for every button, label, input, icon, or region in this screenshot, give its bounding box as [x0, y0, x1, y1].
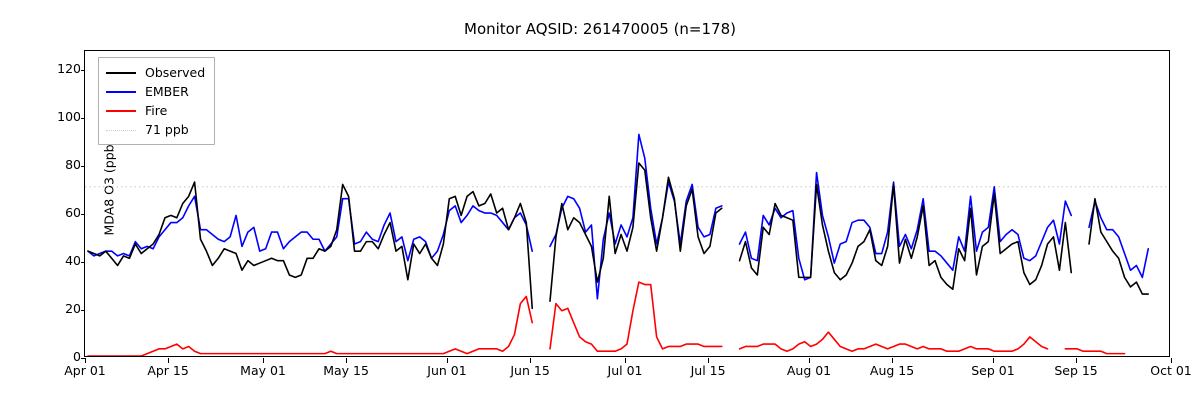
y-tick-mark	[80, 118, 85, 120]
observed-line	[1089, 199, 1148, 294]
x-tick-label: Sep 15	[1054, 363, 1098, 378]
x-tick-mark	[992, 358, 995, 363]
y-tick-label: 20	[65, 301, 81, 317]
y-tick-mark	[80, 262, 85, 264]
chart-legend: Observed EMBER Fire 71 ppb	[98, 57, 216, 145]
y-tick-mark	[80, 166, 85, 168]
x-tick-label: Oct 01	[1150, 363, 1192, 378]
ember-line	[88, 196, 532, 260]
legend-label-observed: Observed	[145, 65, 206, 80]
fire-line	[740, 332, 1048, 351]
ember-line	[740, 173, 1072, 280]
legend-label-threshold: 71 ppb	[145, 122, 189, 137]
observed-line	[88, 182, 532, 308]
fire-line	[550, 282, 722, 351]
x-tick-mark	[892, 358, 894, 363]
x-tick-mark	[1076, 358, 1078, 363]
x-tick-label: Apr 01	[64, 363, 106, 378]
x-tick-label: Aug 15	[869, 363, 915, 378]
x-tick-label: May 15	[323, 363, 369, 378]
x-tick-mark	[447, 358, 449, 363]
ember-line	[1089, 201, 1148, 277]
x-tick-label: Sep 01	[971, 363, 1015, 378]
x-tick-label: Jul 15	[690, 363, 726, 378]
x-tick-label: Aug 01	[786, 363, 832, 378]
fire-line	[1065, 349, 1124, 354]
x-tick-mark	[708, 358, 710, 363]
legend-item-fire: Fire	[106, 101, 205, 120]
fire-line	[88, 296, 532, 356]
x-tick-mark	[809, 358, 811, 363]
x-tick-label: Apr 15	[147, 363, 189, 378]
y-tick-mark	[80, 310, 85, 312]
x-tick-mark	[263, 358, 265, 363]
legend-item-ember: EMBER	[106, 82, 205, 101]
plot-canvas	[85, 51, 1169, 356]
legend-swatch-ember	[106, 86, 136, 98]
y-tick-label: 120	[57, 61, 81, 77]
x-tick-label: May 01	[240, 363, 286, 378]
chart-title: Monitor AQSID: 261470005 (n=178)	[464, 20, 736, 38]
legend-label-fire: Fire	[145, 103, 168, 118]
x-tick-mark	[168, 358, 170, 363]
y-tick-mark	[80, 70, 85, 72]
legend-label-ember: EMBER	[145, 84, 189, 99]
y-tick-label: 40	[65, 253, 81, 269]
y-tick-mark	[80, 358, 85, 360]
legend-swatch-fire	[106, 105, 136, 117]
legend-item-threshold: 71 ppb	[106, 120, 205, 139]
x-tick-mark	[530, 358, 532, 363]
y-tick-label: 60	[65, 205, 81, 221]
x-tick-mark	[625, 358, 627, 363]
observed-line	[550, 163, 722, 301]
legend-swatch-observed	[106, 67, 136, 79]
observed-line	[740, 184, 1072, 289]
y-tick-label: 100	[57, 109, 81, 125]
x-tick-label: Jul 01	[607, 363, 643, 378]
y-tick-label: 80	[65, 157, 81, 173]
x-tick-mark	[1171, 358, 1173, 363]
x-tick-mark	[85, 358, 87, 363]
x-tick-mark	[346, 358, 348, 363]
y-tick-mark	[80, 214, 85, 216]
y-tick-label: 0	[73, 349, 81, 364]
legend-item-observed: Observed	[106, 63, 205, 82]
plot-area: MDA8 O3 (ppb) Observed EMBER Fire 71 ppb…	[57, 50, 1192, 378]
legend-swatch-threshold	[106, 124, 136, 136]
x-tick-label: Jun 15	[510, 363, 550, 378]
x-tick-label: Jun 01	[427, 363, 467, 378]
